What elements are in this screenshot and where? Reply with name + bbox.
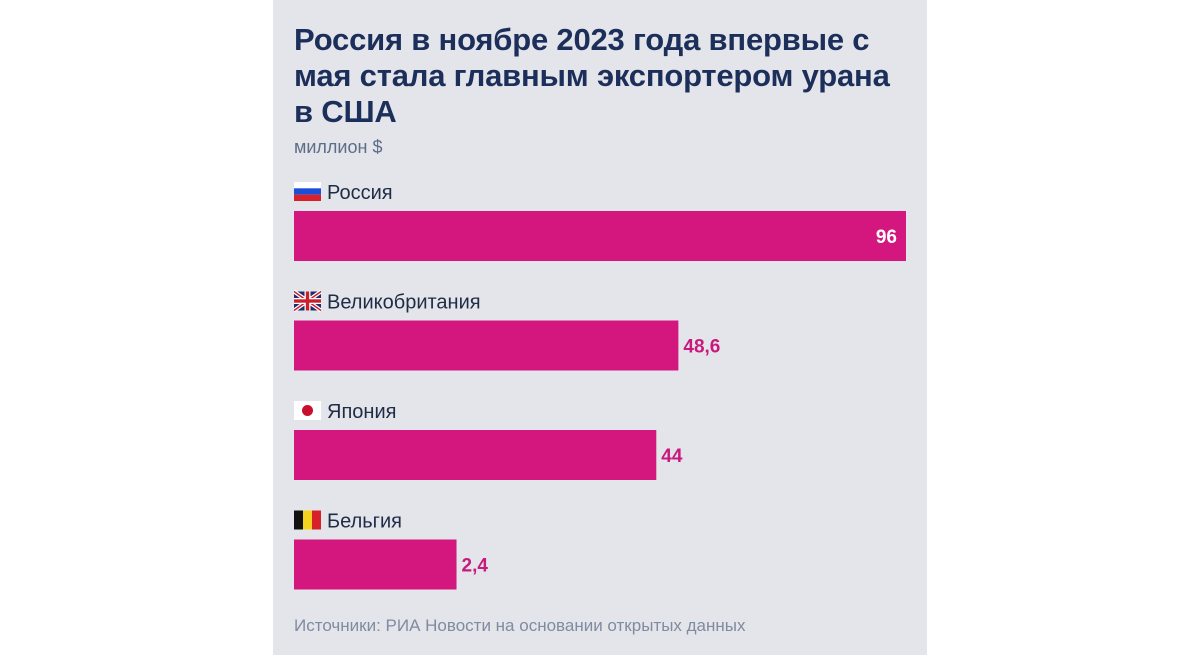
russia-flag-icon xyxy=(294,182,321,201)
value-label: 44 xyxy=(661,446,683,467)
infographic-panel: Россия в ноябре 2023 года впервые с мая … xyxy=(273,0,927,655)
bar xyxy=(294,539,457,590)
category-label: Россия xyxy=(327,182,393,204)
uk-flag-icon xyxy=(292,289,323,313)
value-label: 48,6 xyxy=(683,337,720,358)
bar xyxy=(294,430,657,480)
japan-flag-icon xyxy=(294,401,321,420)
bar xyxy=(294,211,906,261)
belgium-flag-icon xyxy=(294,510,321,530)
category-label: Япония xyxy=(327,401,396,423)
source-note: Источники: РИА Новости на основании откр… xyxy=(294,616,746,635)
bar-chart: Россия 96 Великобритания 48,6 Япония 44 Бельги… xyxy=(292,182,906,590)
category-label: Великобритания xyxy=(327,292,481,314)
bar xyxy=(294,320,679,371)
chart-title: Россия в ноябре 2023 года впервые с мая … xyxy=(294,22,890,129)
category-label: Бельгия xyxy=(327,511,402,533)
value-label: 96 xyxy=(876,227,897,248)
unit-label: миллион $ xyxy=(294,137,383,157)
value-label: 2,4 xyxy=(462,556,489,577)
